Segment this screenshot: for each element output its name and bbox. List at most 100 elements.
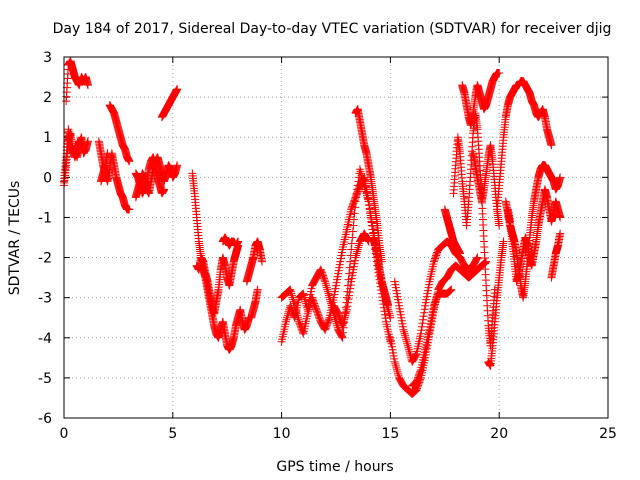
y-tick-label: -2 — [38, 251, 52, 267]
data-point — [347, 239, 356, 248]
series-g4 — [493, 77, 556, 214]
data-point — [399, 325, 408, 334]
data-point — [355, 165, 364, 174]
plot-frame — [63, 56, 609, 419]
tick-labels: 0 5 10 15 20 25 -6 -5 -4 -3 -2 -1 0 1 2 3 — [38, 50, 617, 442]
data-point — [304, 305, 313, 314]
chart-title: Day 184 of 2017, Sidereal Day-to-day VTE… — [53, 21, 612, 37]
data-point — [324, 315, 333, 324]
data-point — [341, 309, 350, 318]
y-tick-label: 1 — [43, 130, 52, 146]
data-point — [379, 303, 388, 312]
data-point — [298, 290, 307, 299]
data-point — [393, 367, 402, 376]
x-tick-label: 25 — [599, 426, 617, 442]
y-axis-label: SDTVAR / TECUs — [7, 181, 23, 296]
series-d3 — [242, 237, 267, 286]
x-axis-label: GPS time / hours — [276, 459, 393, 475]
series-f2 — [408, 285, 456, 390]
data-point — [160, 185, 169, 194]
data-point — [394, 369, 403, 378]
data-point — [299, 291, 308, 300]
data-point — [338, 321, 347, 330]
data-point — [344, 295, 353, 304]
data-point — [404, 343, 413, 352]
data-point — [419, 312, 428, 321]
data-point — [547, 141, 556, 150]
data-point — [173, 85, 182, 94]
data-point — [348, 233, 357, 242]
data-point — [364, 236, 373, 245]
data-point — [303, 309, 312, 318]
series-a1 — [62, 57, 92, 106]
data-point — [392, 363, 401, 372]
x-tick-label: 0 — [60, 426, 69, 442]
data-point — [282, 315, 291, 324]
data-point — [283, 311, 292, 320]
data-point — [339, 319, 348, 328]
data-point — [346, 284, 355, 293]
data-point — [391, 359, 400, 368]
data-point — [289, 297, 298, 306]
data-point — [288, 293, 297, 302]
data-point — [338, 333, 347, 342]
data-point — [416, 329, 425, 338]
data-point — [293, 313, 302, 322]
data-point — [281, 317, 290, 326]
data-point — [289, 295, 298, 304]
data-points — [60, 57, 565, 398]
data-point — [403, 341, 412, 350]
data-point — [446, 286, 455, 295]
series-d2 — [218, 233, 243, 250]
data-point — [351, 253, 360, 262]
data-point — [418, 319, 427, 328]
series-c2 — [157, 85, 182, 122]
data-point — [293, 311, 302, 320]
series-b1 — [96, 149, 112, 186]
data-point — [291, 305, 300, 314]
data-point — [258, 257, 267, 266]
data-point — [353, 245, 362, 254]
data-point — [416, 367, 425, 376]
data-point — [556, 229, 565, 238]
data-point — [411, 350, 420, 359]
y-tick-label: -4 — [38, 331, 52, 347]
data-point — [417, 322, 426, 331]
data-point — [446, 286, 455, 295]
x-tick-label: 20 — [490, 426, 508, 442]
data-point — [352, 249, 361, 258]
data-point — [385, 311, 394, 320]
data-point — [359, 175, 368, 184]
data-point — [556, 173, 565, 182]
data-point — [385, 309, 394, 318]
data-point — [481, 258, 490, 267]
data-point — [357, 169, 366, 178]
data-point — [350, 209, 359, 218]
data-point — [287, 291, 296, 300]
data-point — [321, 277, 330, 286]
y-tick-label: -1 — [38, 210, 52, 226]
data-point — [299, 289, 308, 298]
data-point — [390, 357, 399, 366]
data-point — [320, 276, 329, 285]
y-tick-label: -6 — [38, 411, 52, 427]
series-g3 — [484, 237, 508, 370]
series-d4 — [247, 285, 262, 322]
data-point — [292, 307, 301, 316]
data-point — [445, 287, 454, 296]
data-point — [411, 378, 420, 387]
data-point — [339, 317, 348, 326]
data-point — [290, 299, 299, 308]
series-g1 — [458, 69, 504, 130]
data-point — [359, 174, 368, 183]
data-point — [323, 285, 332, 294]
data-point — [472, 254, 481, 263]
y-tick-label: 0 — [43, 170, 52, 186]
data-point — [404, 345, 413, 354]
data-point — [473, 253, 482, 262]
data-point — [405, 347, 414, 356]
data-point — [287, 289, 296, 298]
y-tick-label: 3 — [43, 50, 52, 66]
data-point — [348, 227, 357, 236]
